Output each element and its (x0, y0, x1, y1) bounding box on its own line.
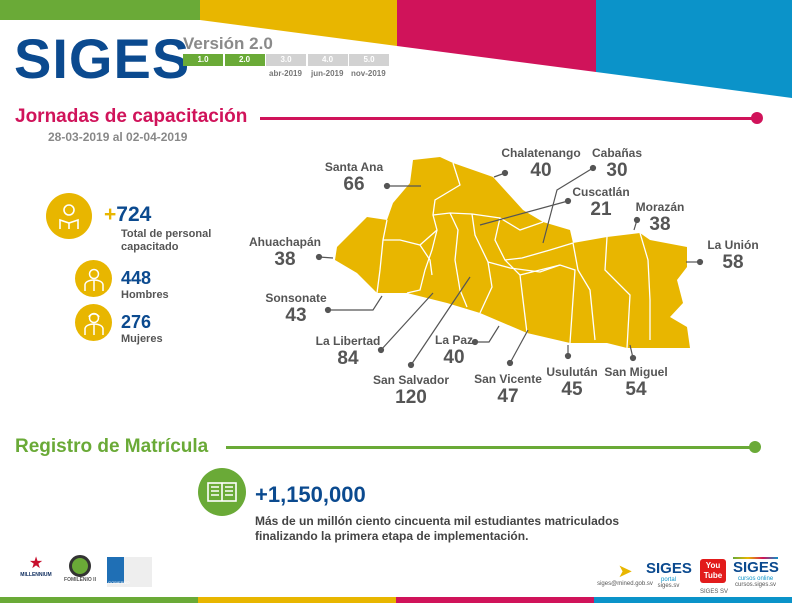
divider-dot (749, 441, 761, 453)
leader-dot (629, 354, 637, 362)
department-value: 40 (530, 160, 552, 181)
men-label: Hombres (121, 289, 169, 301)
department-name: Ahuachapán (248, 235, 322, 249)
women-label: Mujeres (121, 333, 163, 345)
courses-link[interactable]: SIGES cursos online cursos.siges.sv (733, 557, 779, 588)
women-value: 276 (121, 312, 152, 332)
department-value: 120 (395, 387, 427, 408)
paper-plane-icon: ➤ (617, 561, 633, 581)
footer-bar (594, 597, 792, 603)
man-icon (75, 260, 112, 297)
leader-dot (315, 253, 323, 261)
open-book-icon (198, 468, 246, 516)
leader-dot (383, 182, 391, 190)
version-date: nov-2019 (351, 69, 386, 78)
department-name: Sonsonate (265, 291, 327, 305)
version-box: 5.0 (349, 54, 389, 66)
training-title: Jornadas de capacitación (15, 106, 248, 127)
leader-dot (564, 197, 572, 205)
version-date: jun-2019 (311, 69, 344, 78)
divider (260, 117, 755, 120)
footer-bar (396, 597, 594, 603)
department-value: 38 (649, 214, 671, 235)
leader-dot (506, 359, 514, 367)
email-link[interactable]: ➤ siges@mined.gob.sv (595, 561, 655, 587)
leader-dot (633, 216, 641, 224)
total-label: Total de personal (121, 228, 212, 240)
department-value: 21 (590, 199, 612, 220)
department-name: San Miguel (604, 365, 668, 379)
portal-link[interactable]: SIGES portal SIGES SV siges.sv (646, 560, 692, 589)
leader-dot (564, 352, 572, 360)
enrollment-title: Registro de Matrícula (15, 436, 209, 457)
total-label: capacitado (121, 241, 179, 253)
department-name: San Vicente (474, 372, 542, 386)
leader-line (542, 167, 594, 244)
el-salvador-map (315, 157, 704, 369)
date-range: 28-03-2019 al 02-04-2019 (48, 130, 188, 144)
leader-line (380, 292, 434, 351)
leader-dot (696, 258, 704, 266)
department-value: 84 (337, 348, 359, 369)
leader-dot (589, 164, 597, 172)
leader-dot (377, 346, 385, 354)
men-value: 448 (121, 268, 152, 288)
version-box: 2.0 (224, 54, 265, 66)
department-value: 66 (343, 174, 365, 195)
leader-line (475, 325, 500, 343)
leader-line (410, 276, 471, 366)
millennium-logo: ★ MILLENNIUM (20, 555, 52, 579)
enrollment-desc: Más de un millón ciento cincuenta mil es… (255, 514, 620, 528)
leader-line (479, 200, 569, 226)
version-box: 4.0 (307, 54, 348, 66)
total-value: 724 (116, 203, 152, 226)
siges-logo: SIGES (14, 27, 191, 90)
leader-line (509, 329, 529, 364)
department-name: La Unión (707, 238, 759, 252)
department-value: 40 (443, 347, 465, 368)
department-name: La Libertad (315, 334, 381, 348)
header-banner (0, 0, 792, 98)
fomilenio-logo: FOMILENIO II (62, 555, 98, 591)
department-value: 38 (274, 249, 296, 270)
department-value: 43 (285, 305, 307, 326)
leader-dot (501, 169, 509, 177)
enrollment-desc: finalizando la primera etapa de implemen… (255, 529, 529, 543)
department-name: Chalatenango (501, 146, 581, 160)
department-value: 45 (561, 379, 583, 400)
leader-line (328, 295, 383, 311)
department-value: 54 (625, 379, 647, 400)
divider-dot (751, 112, 763, 124)
leader-dot (407, 361, 415, 369)
youtube-icon: You Tube (700, 559, 726, 583)
enrollment-value: +1,150,000 (255, 482, 366, 507)
version-box: 3.0 (266, 54, 306, 66)
divider (226, 446, 756, 449)
department-name: San Salvador (372, 373, 450, 387)
gobierno-logo: GOBIERNO (107, 557, 152, 587)
version-date: abr-2019 (269, 69, 302, 78)
footer-bar (0, 597, 198, 603)
leader-dot (471, 338, 479, 346)
department-name: Cabañas (591, 146, 643, 160)
youtube-link[interactable]: You Tube SIGES SV (700, 559, 729, 595)
department-value: 58 (722, 252, 744, 273)
department-name: Cuscatlán (572, 185, 630, 199)
department-name: Santa Ana (324, 160, 384, 174)
department-value: 47 (497, 386, 519, 407)
department-name: Morazán (635, 200, 685, 214)
footer-bar (198, 597, 396, 603)
department-borders (376, 162, 651, 349)
department-value: 30 (606, 160, 628, 181)
version-box: 1.0 (183, 54, 223, 66)
leader-dot (324, 306, 332, 314)
plus-sign: + (104, 203, 117, 226)
version-title: Versión 2.0 (183, 34, 273, 53)
country-shape (335, 157, 690, 348)
department-name: Usulután (546, 365, 598, 379)
department-name: La Paz (434, 333, 474, 347)
teacher-reading-icon (46, 193, 92, 239)
woman-icon (75, 304, 112, 341)
